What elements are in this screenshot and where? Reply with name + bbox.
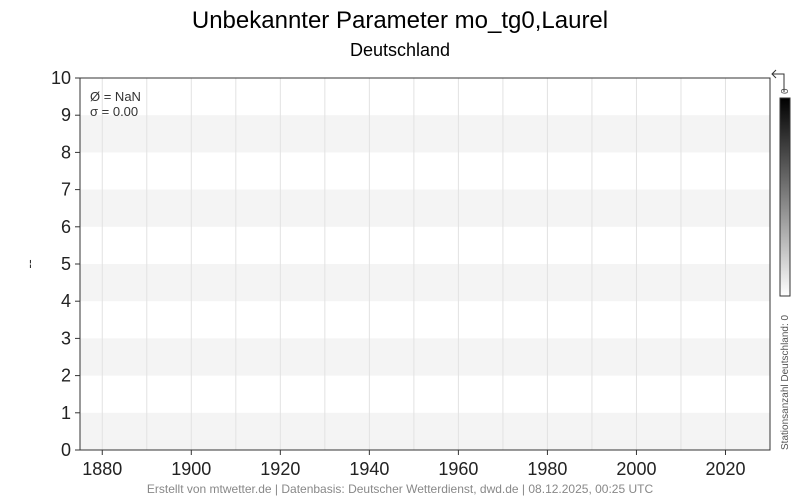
y-tick-label: 3 [61,328,71,348]
grid-band [80,338,770,376]
colorbar-arrow-icon [771,69,785,92]
y-tick-label: 6 [61,217,71,237]
x-tick-label: 1920 [260,459,300,479]
colorbar-label: Stationsanzahl Deutschland: 0 [780,314,791,450]
colorbar-max-label: 0 [780,88,791,94]
x-tick-label: 1880 [82,459,122,479]
chart-title: Unbekannter Parameter mo_tg0,Laurel [192,7,608,34]
x-tick-label: 2020 [705,459,745,479]
y-tick-label: 0 [61,440,71,460]
y-axis-label: -- [21,259,37,269]
y-tick-label: 7 [61,180,71,200]
y-tick-label: 10 [51,68,71,88]
grid-band [80,264,770,302]
x-tick-label: 1960 [438,459,478,479]
y-tick-label: 1 [61,403,71,423]
y-tick-label: 8 [61,142,71,162]
chart-subtitle: Deutschland [350,40,450,60]
stat-mean: Ø = NaN [90,89,141,104]
y-tick-label: 5 [61,254,71,274]
stat-sigma: σ = 0.00 [90,104,138,119]
plot-area: 0 1 2 3 4 5 6 7 8 9 10 1880 1900 1920 1940 1960 1980 2000… [51,68,771,479]
grid-band [80,189,770,227]
colorbar [779,97,791,297]
x-tick-label: 2000 [616,459,656,479]
x-tick-label: 1940 [349,459,389,479]
y-tick-label: 4 [61,291,71,311]
footer: Erstellt von mtwetter.de | Datenbasis: D… [147,482,654,496]
x-tick-label: 1900 [171,459,211,479]
y-tick-label: 9 [61,105,71,125]
grid-band [80,115,770,153]
y-tick-label: 2 [61,366,71,386]
grid-band [80,412,770,450]
x-tick-label: 1980 [527,459,567,479]
